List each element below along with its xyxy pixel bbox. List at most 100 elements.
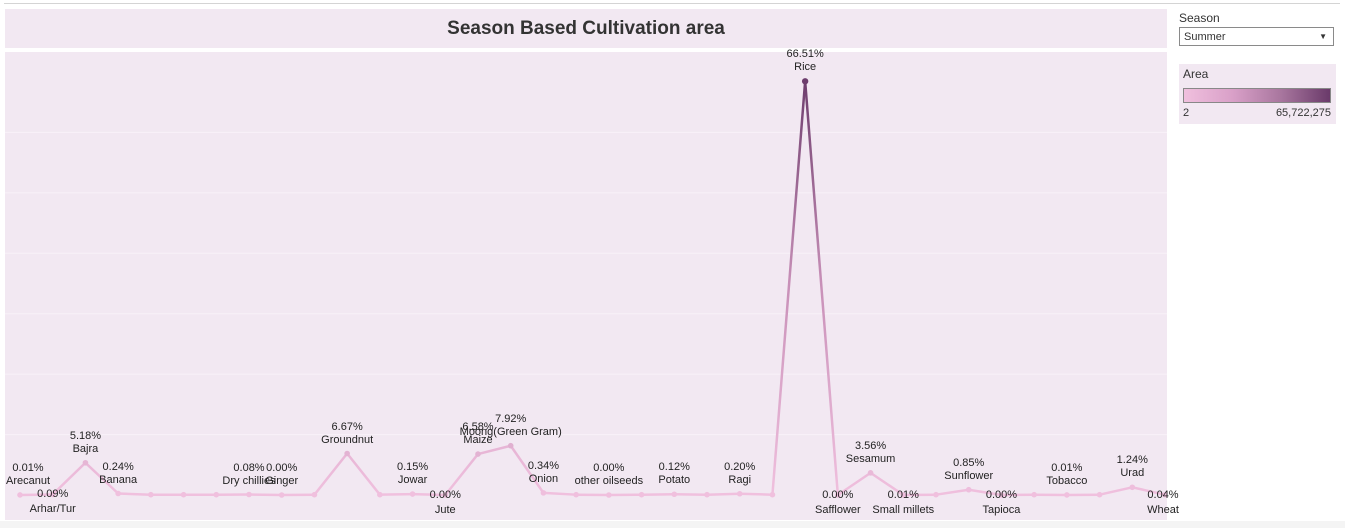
data-point[interactable]	[377, 491, 383, 498]
series-line-segment	[116, 492, 153, 496]
series-line-segment	[803, 80, 840, 497]
category-label: Rice	[794, 61, 817, 74]
category-label: Moong(Green Gram)	[459, 425, 562, 438]
data-point[interactable]	[82, 459, 89, 466]
data-label: 0.00%	[985, 489, 1018, 501]
legend-title: Area	[1183, 67, 1209, 81]
series-line-segment	[869, 471, 905, 497]
series-line-segment	[836, 471, 872, 497]
data-point[interactable]	[213, 491, 220, 498]
series-line-segment	[967, 488, 1003, 497]
data-point[interactable]	[736, 490, 743, 497]
data-label: 0.09%	[37, 488, 69, 501]
color-legend: Area 2 65,722,275	[1179, 64, 1336, 124]
category-label: Ragi	[728, 473, 752, 486]
category-label: Sesamum	[845, 452, 896, 465]
category-label: Arhar/Tur	[29, 503, 76, 516]
data-point[interactable]	[475, 451, 481, 457]
data-point[interactable]	[344, 450, 350, 457]
data-label: 0.20%	[724, 460, 756, 473]
data-point[interactable]	[278, 492, 285, 498]
legend-color-ramp	[1183, 88, 1331, 103]
category-label: Tobacco	[1046, 474, 1088, 487]
series-line-segment	[411, 492, 447, 497]
dropdown-arrow-icon: ▼	[1319, 32, 1327, 41]
data-point[interactable]	[801, 78, 809, 85]
data-point[interactable]	[606, 492, 612, 498]
season-filter-label: Season	[1179, 11, 1220, 25]
series-line-segment	[476, 444, 512, 456]
data-label: 5.18%	[69, 429, 102, 442]
data-point[interactable]	[540, 490, 547, 496]
category-label: Tapioca	[982, 504, 1021, 516]
data-point[interactable]	[1064, 492, 1070, 498]
series-line-segment	[345, 452, 382, 496]
category-label: Sunflower	[944, 469, 994, 482]
series-line-segment	[1098, 486, 1134, 496]
series-line-segment	[1131, 486, 1167, 497]
data-point[interactable]	[933, 491, 939, 498]
line-chart	[5, 78, 1167, 498]
data-point[interactable]	[867, 470, 874, 476]
data-label: 0.01%	[887, 488, 919, 501]
data-point[interactable]	[704, 491, 710, 498]
data-label: 0.34%	[527, 459, 560, 472]
data-label: 0.00%	[593, 462, 625, 474]
chart-title: Season Based Cultivation area	[447, 17, 725, 39]
category-label: Wheat	[1147, 503, 1179, 516]
data-point[interactable]	[115, 490, 121, 497]
chart-title-bar: Season Based Cultivation area	[5, 9, 1167, 48]
bottom-toolbar	[0, 521, 1345, 528]
series-line-segment	[705, 492, 741, 496]
data-point[interactable]	[769, 491, 776, 498]
data-label: 0.00%	[822, 489, 854, 501]
data-point[interactable]	[1162, 491, 1167, 498]
plot-area: 0.01% Arecanut 0.09% Arhar/Tur 5.18% Bajra 0.2…	[5, 48, 1179, 520]
data-label: 6.58%	[462, 421, 494, 434]
data-point[interactable]	[148, 491, 154, 498]
category-label: Dry chillies	[222, 474, 276, 487]
series-line-segment	[738, 492, 774, 496]
legend-min-label: 2	[1183, 107, 1190, 119]
data-point[interactable]	[507, 442, 514, 449]
data-point[interactable]	[1129, 484, 1136, 491]
data-point[interactable]	[638, 491, 645, 498]
category-label: Potato	[658, 474, 691, 487]
data-label: 1.24%	[1116, 454, 1148, 467]
data-label: 0.00%	[266, 462, 298, 474]
category-label: Small millets	[872, 503, 935, 516]
category-label: Jute	[434, 504, 456, 516]
data-point[interactable]	[900, 492, 907, 498]
category-label: Urad	[1120, 467, 1145, 480]
data-point[interactable]	[965, 486, 972, 493]
data-point[interactable]	[409, 491, 416, 497]
category-label: Groundnut	[321, 433, 374, 446]
data-label: 66.51%	[786, 48, 824, 61]
category-label: Banana	[99, 473, 138, 486]
data-point[interactable]	[49, 491, 56, 498]
category-label: Jowar	[397, 474, 428, 487]
data-point[interactable]	[1096, 491, 1103, 498]
data-label: 0.00%	[429, 489, 461, 501]
data-point[interactable]	[671, 491, 678, 498]
series-line-segment	[542, 491, 578, 496]
season-dropdown[interactable]: Summer ▼	[1179, 27, 1334, 46]
category-label: Maize	[463, 434, 493, 447]
data-point[interactable]	[573, 491, 579, 498]
data-point[interactable]	[1031, 491, 1037, 498]
data-point[interactable]	[246, 491, 252, 498]
data-point[interactable]	[998, 492, 1005, 498]
data-point[interactable]	[835, 492, 841, 498]
series-line-segment	[934, 488, 970, 496]
category-label: Safflower	[815, 504, 861, 516]
data-label: 3.56%	[854, 439, 887, 452]
data-point[interactable]	[180, 491, 187, 498]
data-point[interactable]	[442, 492, 449, 498]
series-line-segment	[313, 452, 349, 496]
gridlines	[5, 131, 1167, 436]
data-point[interactable]	[311, 491, 318, 498]
data-point[interactable]	[17, 492, 23, 498]
data-label: 0.04%	[1147, 488, 1179, 501]
data-label: 0.01%	[12, 461, 44, 474]
data-label: 6.67%	[331, 420, 363, 433]
